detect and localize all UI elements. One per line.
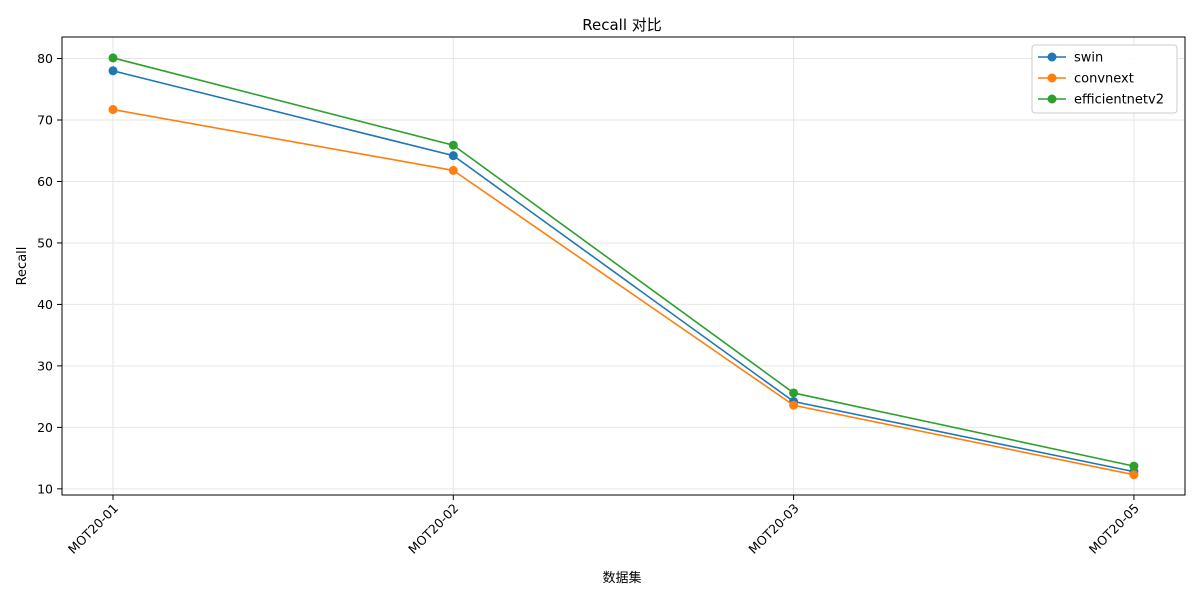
x-tick-label: MOT20-01 <box>65 501 121 557</box>
data-point-convnext <box>789 400 799 410</box>
x-tick-label: MOT20-03 <box>745 501 801 557</box>
legend-swatch-marker <box>1047 94 1057 104</box>
grid-lines <box>62 37 1185 495</box>
series-line-efficientnetv2 <box>112 57 1135 467</box>
axes <box>57 36 1186 500</box>
series-efficientnetv2 <box>108 53 1139 471</box>
legend-swatch-marker <box>1047 73 1057 83</box>
y-tick-label: 70 <box>37 112 53 127</box>
y-tick-label: 80 <box>37 51 53 66</box>
plot-frame <box>61 36 1186 496</box>
data-point-swin <box>448 151 458 161</box>
series-line-swin <box>112 70 1135 473</box>
series-lines <box>108 53 1139 480</box>
legend-item-swin: swin <box>1038 51 1103 66</box>
legend-label: swin <box>1074 51 1103 66</box>
data-point-swin <box>108 66 118 76</box>
data-point-efficientnetv2 <box>448 140 458 150</box>
data-point-efficientnetv2 <box>1129 461 1139 471</box>
x-tick-label: MOT20-02 <box>405 501 461 557</box>
series-swin <box>108 66 1139 477</box>
legend-label: convnext <box>1074 72 1134 87</box>
x-tick-label: MOT20-05 <box>1086 501 1142 557</box>
y-axis-title: Recall <box>15 247 30 286</box>
data-point-efficientnetv2 <box>789 388 799 398</box>
y-tick-label: 40 <box>37 297 53 312</box>
data-point-convnext <box>1129 470 1139 480</box>
legend: swin convnext efficientnetv2 <box>1031 44 1178 114</box>
tick-labels: 10 20 30 40 50 60 70 80 MOT20-01 MOT20-02 MOT20-03… <box>37 51 1142 557</box>
legend-label: efficientnetv2 <box>1074 93 1164 108</box>
legend-item-convnext: convnext <box>1038 72 1134 87</box>
series-convnext <box>108 105 1139 480</box>
data-point-convnext <box>108 105 118 115</box>
y-tick-label: 10 <box>37 481 53 496</box>
legend-box <box>1031 44 1178 114</box>
legend-item-efficientnetv2: efficientnetv2 <box>1038 93 1164 108</box>
y-tick-label: 20 <box>37 420 53 435</box>
data-point-convnext <box>448 165 458 175</box>
y-tick-label: 30 <box>37 358 53 373</box>
x-axis-title: 数据集 <box>602 570 641 586</box>
legend-swatch-marker <box>1047 52 1057 62</box>
y-tick-label: 50 <box>37 235 53 250</box>
y-tick-label: 60 <box>37 174 53 189</box>
chart-title: Recall 对比 <box>582 16 662 34</box>
series-line-convnext <box>112 108 1135 476</box>
data-point-efficientnetv2 <box>108 53 118 63</box>
